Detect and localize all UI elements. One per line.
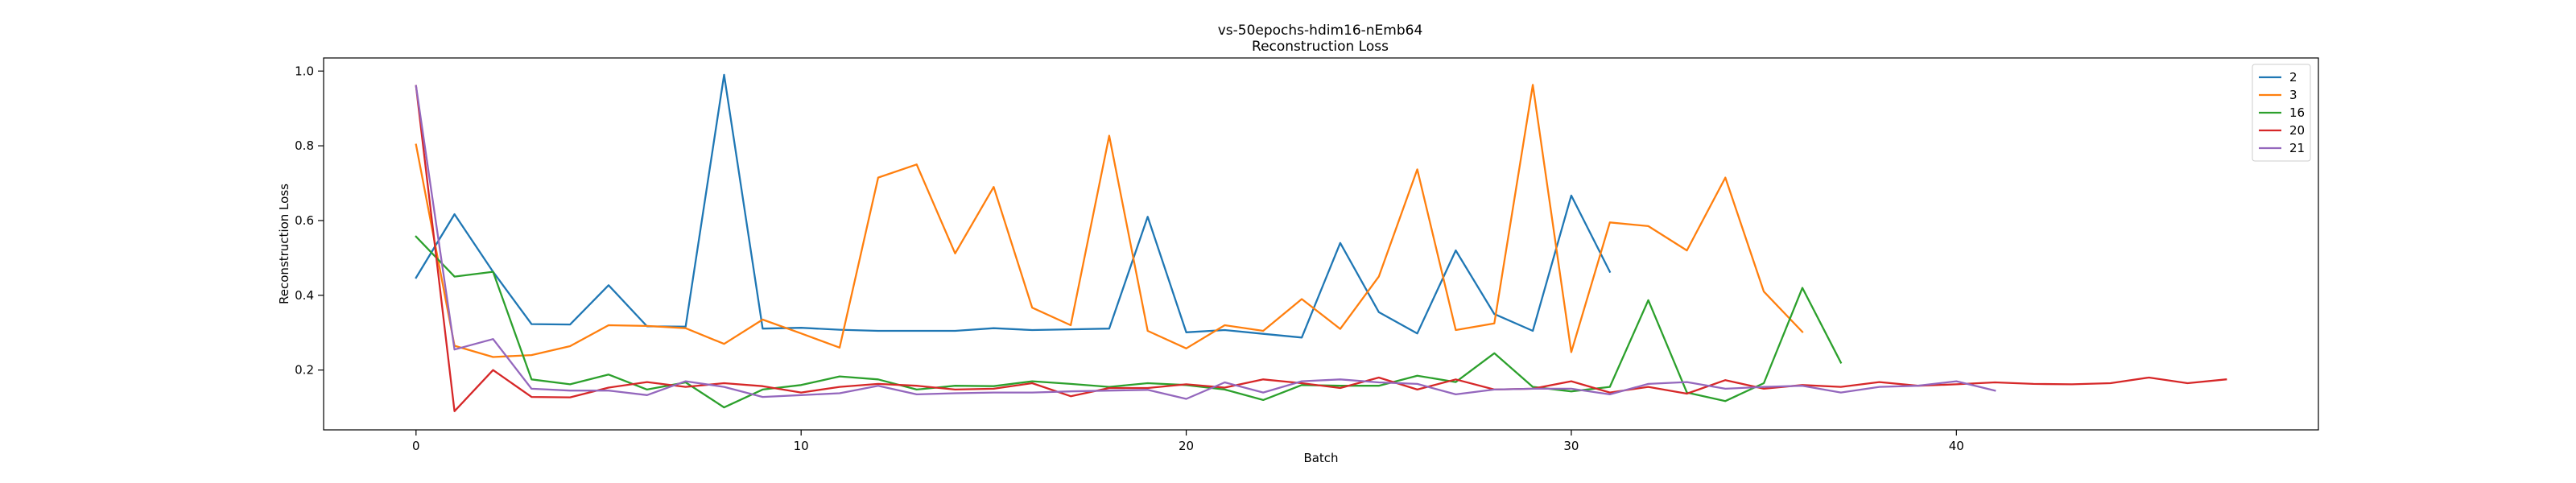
y-axis-label: Reconstruction Loss xyxy=(277,184,291,304)
series-line-16 xyxy=(415,235,1843,409)
legend-label-3: 3 xyxy=(2289,88,2297,102)
legend-label-20: 20 xyxy=(2289,123,2305,138)
x-tick-label: 20 xyxy=(1179,439,1194,453)
legend: 2 3 16 20 21 xyxy=(2252,64,2311,162)
y-tick-label: 0.4 xyxy=(295,288,314,303)
x-tick-label: 10 xyxy=(794,439,809,453)
x-axis-label: Batch xyxy=(1303,451,1338,465)
plot-frame xyxy=(323,57,2319,431)
y-axis-ticks: 0.2 0.4 0.6 0.8 1.0 xyxy=(295,64,324,378)
series-layer xyxy=(415,73,2227,412)
chart-subtitle: Reconstruction Loss xyxy=(1252,39,1389,55)
chart-title: vs-50epochs-hdim16-nEmb64 xyxy=(1218,23,1423,39)
series-line-3 xyxy=(415,84,1804,358)
x-tick-label: 30 xyxy=(1563,439,1579,453)
y-tick-label: 1.0 xyxy=(295,64,314,78)
legend-label-21: 21 xyxy=(2289,141,2305,155)
y-tick-label: 0.8 xyxy=(295,138,314,153)
series-line-21 xyxy=(415,85,1996,400)
x-axis-ticks: 0 10 20 30 40 xyxy=(412,430,1964,453)
x-tick-label: 40 xyxy=(1949,439,1964,453)
legend-label-2: 2 xyxy=(2289,70,2297,85)
x-tick-label: 0 xyxy=(412,439,420,453)
legend-label-16: 16 xyxy=(2289,105,2305,120)
series-line-20 xyxy=(415,85,2227,412)
series-line-2 xyxy=(415,73,1612,339)
y-tick-label: 0.6 xyxy=(295,213,314,228)
y-tick-label: 0.2 xyxy=(295,363,314,378)
